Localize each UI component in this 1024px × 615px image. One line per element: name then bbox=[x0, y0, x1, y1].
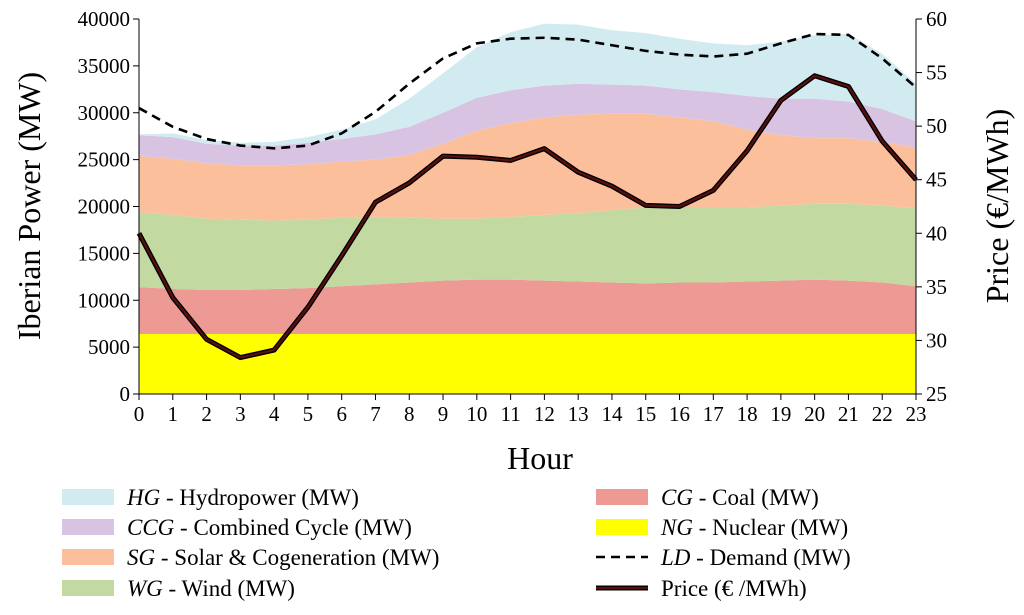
legend-abbr: NG bbox=[660, 515, 693, 540]
demand-line bbox=[138, 32, 917, 150]
legend: HG - Hydropower (MW) CCG - Combined Cycle… bbox=[62, 485, 851, 601]
legend-label: LD - Demand (MW) bbox=[660, 545, 851, 570]
x-tick-label: 10 bbox=[466, 402, 487, 426]
right-axis-title: Price (€/MWh) bbox=[979, 109, 1015, 304]
area-sg bbox=[139, 113, 916, 221]
right-tick-label: 55 bbox=[926, 61, 947, 85]
legend-text: - Coal (MW) bbox=[693, 485, 819, 510]
legend-label: NG - Nuclear (MW) bbox=[660, 515, 848, 540]
legend-abbr: CCG bbox=[127, 515, 175, 540]
legend-abbr: SG bbox=[127, 545, 156, 570]
legend-swatch bbox=[62, 519, 114, 535]
legend-text: - Wind (MW) bbox=[163, 576, 295, 601]
legend-text: - Solar & Cogeneration (MW) bbox=[155, 545, 439, 570]
x-tick-label: 0 bbox=[134, 402, 145, 426]
legend-text: - Hydropower (MW) bbox=[160, 485, 359, 510]
x-axis-title: Hour bbox=[507, 440, 573, 476]
left-tick-label: 40000 bbox=[78, 7, 131, 31]
x-tick-label: 13 bbox=[568, 402, 589, 426]
legend-abbr: CG bbox=[661, 485, 693, 510]
x-tick-label: 21 bbox=[838, 402, 859, 426]
legend-text: - Demand (MW) bbox=[690, 545, 850, 570]
legend-label: CG - Coal (MW) bbox=[661, 485, 819, 510]
legend-item-price: Price (€ /MWh) bbox=[596, 576, 807, 601]
legend-text: - Nuclear (MW) bbox=[693, 515, 848, 540]
left-tick-label: 15000 bbox=[78, 241, 131, 265]
right-tick-label: 30 bbox=[926, 328, 947, 352]
stacked-areas bbox=[139, 23, 916, 394]
x-tick-label: 14 bbox=[601, 402, 623, 426]
legend-item-sg: SG - Solar & Cogeneration (MW) bbox=[62, 545, 439, 570]
legend-abbr: HG bbox=[126, 485, 161, 510]
left-tick-label: 30000 bbox=[78, 101, 131, 125]
x-tick-label: 12 bbox=[534, 402, 555, 426]
x-tick-label: 3 bbox=[235, 402, 246, 426]
legend-item-wg: WG - Wind (MW) bbox=[62, 576, 295, 601]
area-ccg bbox=[139, 83, 916, 166]
area-cg bbox=[139, 279, 916, 334]
legend-text: Price (€ /MWh) bbox=[661, 576, 807, 601]
left-tick-label: 25000 bbox=[78, 148, 131, 172]
legend-label: CCG - Combined Cycle (MW) bbox=[127, 515, 412, 540]
x-tick-label: 18 bbox=[737, 402, 758, 426]
left-tick-label: 10000 bbox=[78, 288, 131, 312]
legend-item-ld: LD - Demand (MW) bbox=[596, 545, 851, 570]
left-tick-label: 35000 bbox=[78, 54, 131, 78]
x-tick-label: 17 bbox=[703, 402, 724, 426]
x-tick-label: 15 bbox=[635, 402, 656, 426]
x-tick-label: 2 bbox=[201, 402, 212, 426]
x-tick-label: 6 bbox=[336, 402, 347, 426]
x-tick-label: 1 bbox=[168, 402, 179, 426]
legend-swatch bbox=[596, 489, 648, 505]
x-tick-label: 16 bbox=[669, 402, 690, 426]
legend-swatch bbox=[62, 549, 114, 565]
right-tick-label: 40 bbox=[926, 221, 947, 245]
x-tick-label: 11 bbox=[500, 402, 520, 426]
left-tick-label: 0 bbox=[120, 382, 131, 406]
legend-swatch bbox=[62, 580, 114, 596]
legend-label: Price (€ /MWh) bbox=[661, 576, 807, 601]
legend-abbr: LD bbox=[660, 545, 691, 570]
x-tick-label: 5 bbox=[303, 402, 314, 426]
x-tick-label: 22 bbox=[872, 402, 893, 426]
legend-label: SG - Solar & Cogeneration (MW) bbox=[127, 545, 439, 570]
right-tick-label: 50 bbox=[926, 114, 947, 138]
legend-item-ng: NG - Nuclear (MW) bbox=[596, 515, 848, 540]
x-tick-label: 8 bbox=[404, 402, 415, 426]
x-tick-label: 23 bbox=[906, 402, 927, 426]
x-tick-label: 19 bbox=[770, 402, 791, 426]
right-tick-label: 45 bbox=[926, 168, 947, 192]
right-tick-label: 60 bbox=[926, 7, 947, 31]
price-line bbox=[138, 74, 917, 359]
legend-item-ccg: CCG - Combined Cycle (MW) bbox=[62, 515, 412, 540]
x-tick-label: 9 bbox=[438, 402, 449, 426]
legend-label: WG - Wind (MW) bbox=[127, 576, 295, 601]
legend-abbr: WG bbox=[127, 576, 163, 601]
legend-item-cg: CG - Coal (MW) bbox=[596, 485, 819, 510]
left-axis-title: Iberian Power (MW) bbox=[11, 72, 47, 340]
x-tick-label: 4 bbox=[269, 402, 280, 426]
area-ng bbox=[139, 334, 916, 394]
left-tick-label: 5000 bbox=[88, 335, 130, 359]
left-tick-label: 20000 bbox=[78, 195, 131, 219]
legend-swatch bbox=[596, 519, 648, 535]
x-tick-label: 7 bbox=[370, 402, 381, 426]
x-tick-label: 20 bbox=[804, 402, 825, 426]
legend-item-hg: HG - Hydropower (MW) bbox=[62, 485, 359, 510]
legend-swatch bbox=[62, 489, 114, 505]
legend-label: HG - Hydropower (MW) bbox=[126, 485, 359, 510]
legend-text: - Combined Cycle (MW) bbox=[174, 515, 412, 540]
area-hg bbox=[139, 23, 916, 146]
right-tick-label: 25 bbox=[926, 382, 947, 406]
right-tick-label: 35 bbox=[926, 275, 947, 299]
